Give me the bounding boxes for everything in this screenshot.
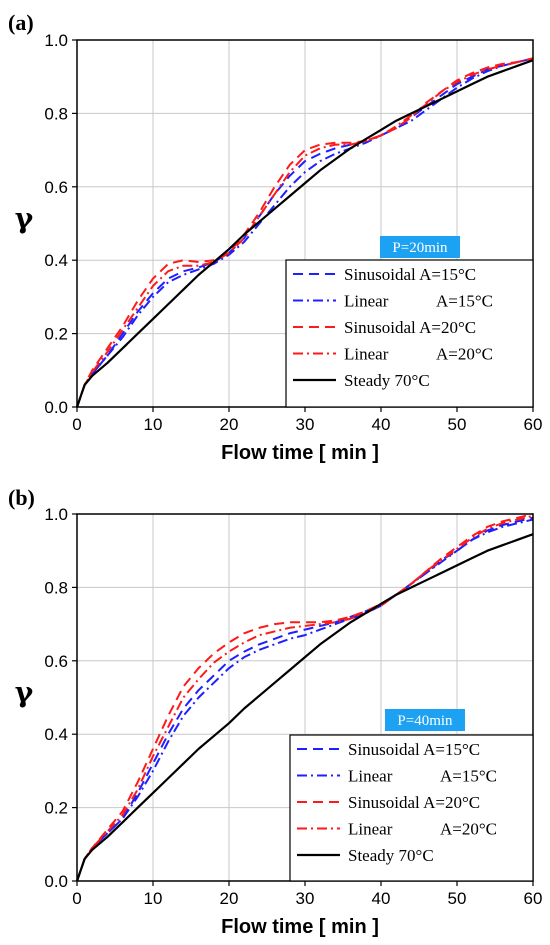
y-tick-label: 0.4 — [44, 251, 68, 270]
y-axis-label: γ — [15, 676, 34, 709]
y-tick-label: 0.6 — [44, 178, 68, 197]
series-line-5 — [75, 533, 534, 882]
y-tick-label: 0.8 — [44, 104, 68, 123]
series-line-4 — [76, 57, 534, 408]
y-tick-label: 0.8 — [44, 578, 68, 597]
y-axis-label: γ — [15, 202, 34, 235]
legend-label-4: Linear — [348, 820, 393, 839]
legend-label-3: Sinusoidal A=20°C — [344, 318, 476, 337]
x-tick-label: 50 — [448, 415, 467, 434]
period-badge — [380, 236, 460, 258]
series-line-1 — [76, 516, 534, 882]
x-tick-label: 50 — [448, 889, 467, 908]
x-tick-label: 20 — [220, 889, 239, 908]
x-axis-label: Flow time [ min ] — [221, 916, 379, 938]
series-line-2 — [76, 518, 534, 882]
x-tick-label: 10 — [144, 889, 163, 908]
x-axis-label: Flow time [ min ] — [221, 442, 379, 464]
chart-panel-1: 0 10 20 30 40 50 60 0.0 0.2 0.4 0.6 0.8 1.0 Flow time… — [8, 10, 542, 464]
x-tick-label: 0 — [72, 889, 81, 908]
x-tick-label: 30 — [296, 415, 315, 434]
legend-label-2: Linear — [344, 292, 389, 311]
legend-label-5: Steady 70°C — [348, 846, 434, 865]
period-badge-label: P=20min — [392, 240, 448, 256]
legend-label-2-param: A=15°C — [440, 767, 497, 786]
legend-label-4-param: A=20°C — [436, 345, 493, 364]
x-tick-label: 30 — [296, 889, 315, 908]
x-tick-label: 40 — [372, 415, 391, 434]
legend-box — [289, 734, 534, 882]
x-tick-label: 0 — [72, 415, 81, 434]
x-tick-label: 40 — [372, 889, 391, 908]
legend-label-3: Sinusoidal A=20°C — [348, 793, 480, 812]
series-line-3 — [76, 513, 534, 882]
x-tick-label: 20 — [220, 415, 239, 434]
legend-label-2-param: A=15°C — [436, 292, 493, 311]
series-line-5 — [75, 59, 534, 408]
y-tick-label: 0.4 — [44, 725, 68, 744]
chart-panel-2: 0 10 20 30 40 50 60 0.0 0.2 0.4 0.6 0.8 1.0 Flow time… — [8, 485, 542, 938]
x-tick-label: 10 — [144, 415, 163, 434]
y-tick-label: 0.0 — [44, 398, 68, 417]
series-line-2 — [76, 57, 534, 408]
y-tick-label: 0.2 — [44, 325, 68, 344]
legend-label-4: Linear — [344, 345, 389, 364]
period-badge-label: P=40min — [397, 713, 453, 729]
y-tick-label: 0.2 — [44, 799, 68, 818]
y-tick-label: 0.6 — [44, 652, 68, 671]
legend-label-2: Linear — [348, 767, 393, 786]
period-badge — [385, 709, 465, 731]
series-line-1 — [76, 57, 534, 408]
x-tick-label: 60 — [524, 415, 543, 434]
y-tick-label: 0.0 — [44, 872, 68, 891]
legend-label-1: Sinusoidal A=15°C — [348, 740, 480, 759]
y-tick-label: 1.0 — [44, 31, 68, 50]
legend-box — [285, 259, 534, 408]
x-tick-label: 60 — [524, 889, 543, 908]
panel-label: (a) — [8, 10, 34, 35]
y-tick-label: 1.0 — [44, 505, 68, 524]
legend-label-5: Steady 70°C — [344, 371, 430, 390]
panel-label: (b) — [8, 485, 35, 510]
legend-label-1: Sinusoidal A=15°C — [344, 265, 476, 284]
series-line-3 — [76, 57, 534, 408]
legend-label-4-param: A=20°C — [440, 820, 497, 839]
